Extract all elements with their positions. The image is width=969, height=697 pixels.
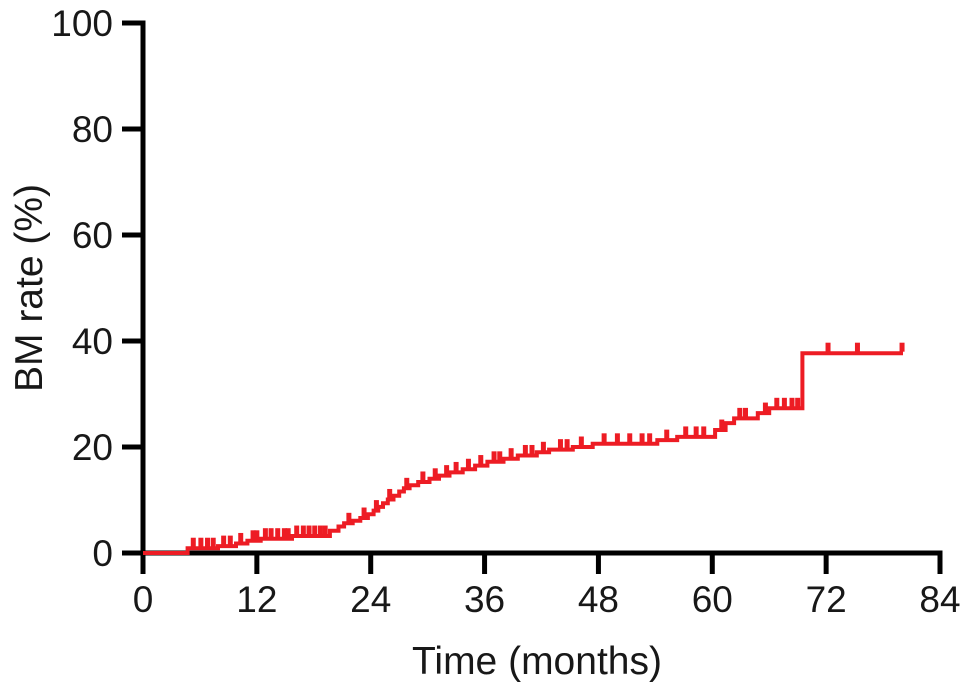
x-tick-label: 36 <box>464 579 505 620</box>
y-tick-label: 60 <box>72 215 113 256</box>
x-tick-label: 24 <box>350 579 391 620</box>
x-tick-label: 60 <box>692 579 733 620</box>
km-curve-group <box>143 351 903 555</box>
tick-labels: 0 20 40 60 80 100 0 12 24 36 48 60 72 84 <box>51 3 960 620</box>
axes <box>122 20 943 574</box>
y-tick-label: 40 <box>72 321 113 362</box>
censor-marks <box>190 342 905 547</box>
x-axis-title: Time (months) <box>412 640 662 683</box>
x-tick-label: 0 <box>133 579 154 620</box>
y-axis-title: BM rate (%) <box>8 184 51 392</box>
x-tick-label: 72 <box>806 579 847 620</box>
y-tick-label: 0 <box>92 533 113 574</box>
x-tick-label: 48 <box>578 579 619 620</box>
x-tick-label: 12 <box>236 579 277 620</box>
y-tick-label: 80 <box>72 109 113 150</box>
y-tick-label: 20 <box>72 427 113 468</box>
y-tick-label: 100 <box>51 3 113 44</box>
km-curve <box>143 351 903 555</box>
x-tick-label: 84 <box>919 579 960 620</box>
